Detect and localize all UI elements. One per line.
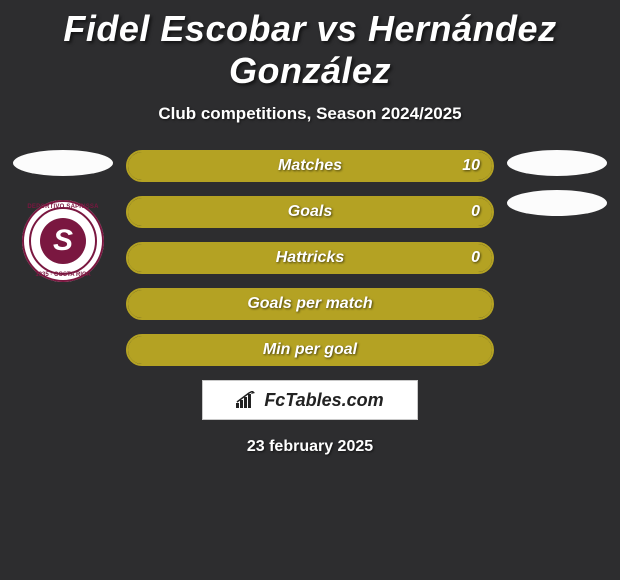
stat-value: 10	[462, 157, 480, 175]
branding-box: FcTables.com	[202, 380, 418, 420]
right-column	[502, 150, 612, 366]
body-row: DEPORTIVO SAPRISSA S 1935 · COSTA RICA M…	[0, 150, 620, 366]
branding-text: FcTables.com	[264, 390, 383, 411]
stats-column: Matches 10 Goals 0 Hattricks 0 Goals per…	[118, 150, 502, 366]
page-title: Fidel Escobar vs Hernández González	[0, 0, 620, 92]
stat-bar-hattricks: Hattricks 0	[126, 242, 494, 274]
comparison-card: Fidel Escobar vs Hernández González Club…	[0, 0, 620, 580]
left-column: DEPORTIVO SAPRISSA S 1935 · COSTA RICA	[8, 150, 118, 366]
badge-text-bottom: 1935 · COSTA RICA	[22, 272, 104, 278]
club-badge-left: DEPORTIVO SAPRISSA S 1935 · COSTA RICA	[22, 200, 104, 282]
badge-letter: S	[40, 218, 86, 264]
badge-text-top: DEPORTIVO SAPRISSA	[22, 204, 104, 210]
stat-label: Matches	[278, 157, 342, 175]
subtitle: Club competitions, Season 2024/2025	[0, 104, 620, 124]
stat-bar-matches: Matches 10	[126, 150, 494, 182]
bar-chart-icon	[236, 391, 258, 409]
club-badge-placeholder	[507, 190, 607, 216]
stat-label: Goals	[288, 203, 332, 221]
stat-bar-goals-per-match: Goals per match	[126, 288, 494, 320]
stat-bar-goals: Goals 0	[126, 196, 494, 228]
stat-value: 0	[471, 203, 480, 221]
stat-label: Goals per match	[247, 295, 372, 313]
stat-value: 0	[471, 249, 480, 267]
date-text: 23 february 2025	[0, 438, 620, 456]
stat-label: Min per goal	[263, 341, 357, 359]
stat-label: Hattricks	[276, 249, 344, 267]
player-photo-placeholder	[13, 150, 113, 176]
stat-bar-min-per-goal: Min per goal	[126, 334, 494, 366]
player-photo-placeholder	[507, 150, 607, 176]
